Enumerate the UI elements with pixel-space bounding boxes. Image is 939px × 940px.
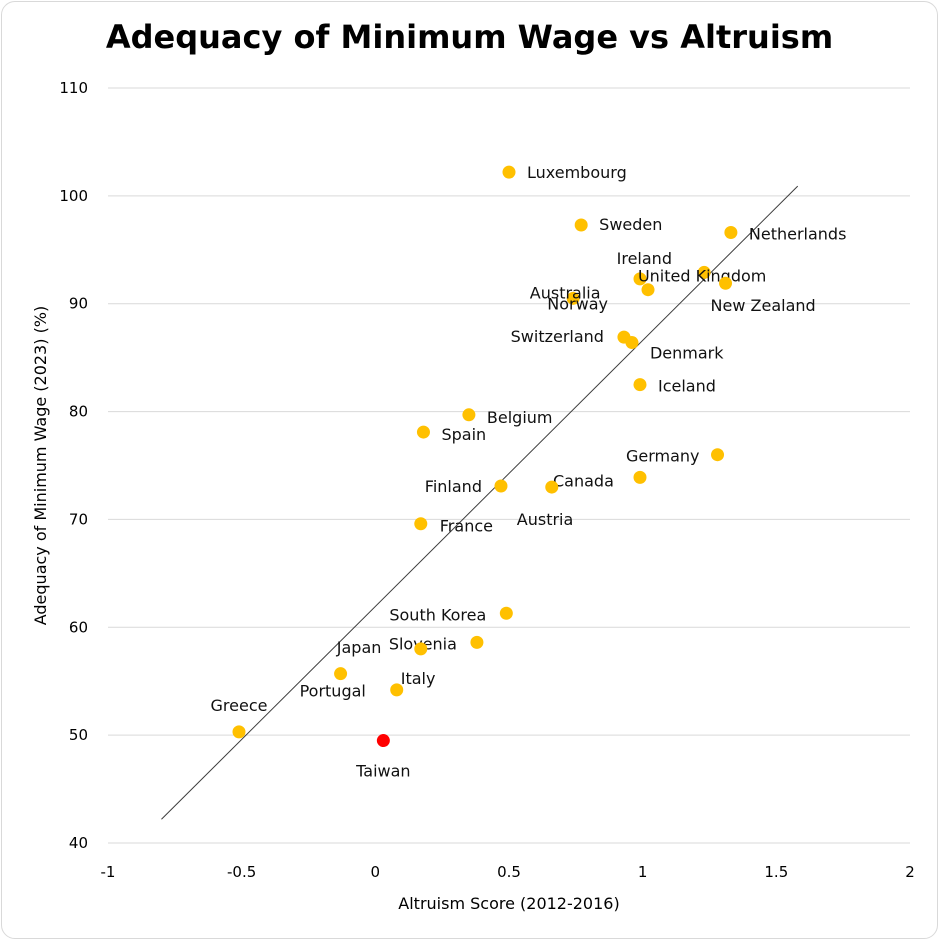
- point-norway: [641, 283, 655, 297]
- point-iceland: [633, 378, 647, 392]
- y-tick-label: 80: [69, 403, 88, 421]
- point-label-united-kingdom: United Kingdom: [638, 266, 766, 285]
- point-greece: [232, 725, 246, 739]
- point-portugal: [334, 667, 348, 681]
- point-label-belgium: Belgium: [487, 408, 553, 427]
- point-germany: [711, 448, 725, 462]
- x-tick-label: 0: [371, 863, 381, 881]
- x-axis-title: Altruism Score (2012-2016): [398, 894, 619, 913]
- point-label-ireland: Ireland: [617, 249, 672, 268]
- point-new-zealand: [719, 276, 733, 290]
- point-label-portugal: Portugal: [300, 682, 366, 701]
- point-austria: [545, 480, 559, 494]
- y-tick-label: 90: [69, 295, 88, 313]
- point-luxembourg: [502, 165, 516, 179]
- y-tick-label: 50: [69, 726, 88, 744]
- point-label-greece: Greece: [211, 696, 268, 715]
- point-belgium: [462, 408, 476, 422]
- point-label-germany: Germany: [626, 447, 700, 466]
- point-label-spain: Spain: [441, 425, 486, 444]
- point-label-italy: Italy: [401, 669, 436, 688]
- point-sweden: [574, 218, 588, 232]
- x-tick-label: 0.5: [497, 863, 521, 881]
- point-label-taiwan: Taiwan: [355, 762, 410, 781]
- point-taiwan: [376, 734, 390, 748]
- point-france: [414, 517, 428, 531]
- point-label-south-korea: South Korea: [389, 605, 486, 624]
- point-label-japan: Japan: [336, 638, 382, 657]
- x-tick-label: 1.5: [764, 863, 788, 881]
- point-canada: [633, 470, 647, 484]
- point-label-switzerland: Switzerland: [511, 327, 604, 346]
- y-tick-label: 40: [69, 834, 88, 852]
- y-axis-title: Adequacy of Minimum Wage (2023) (%): [31, 306, 50, 626]
- point-ireland: [633, 272, 647, 286]
- point-australia: [566, 291, 580, 305]
- point-label-australia: Australia: [530, 283, 601, 302]
- point-label-luxembourg: Luxembourg: [527, 163, 627, 182]
- point-label-canada: Canada: [553, 471, 614, 490]
- point-label-denmark: Denmark: [650, 344, 724, 363]
- point-finland: [494, 479, 508, 493]
- point-spain: [416, 425, 430, 439]
- point-label-austria: Austria: [517, 510, 574, 529]
- point-japan: [414, 642, 428, 656]
- point-denmark: [625, 336, 639, 350]
- y-tick-label: 60: [69, 618, 88, 636]
- y-tick-label: 70: [69, 510, 88, 528]
- x-tick-label: 1: [638, 863, 648, 881]
- chart-title: Adequacy of Minimum Wage vs Altruism: [105, 18, 834, 56]
- trendline: [161, 185, 799, 820]
- point-label-netherlands: Netherlands: [749, 225, 847, 244]
- x-tick-label: -0.5: [227, 863, 256, 881]
- point-united-kingdom: [697, 265, 711, 279]
- point-label-finland: Finland: [425, 477, 482, 496]
- y-tick-label: 110: [59, 79, 88, 97]
- point-south-korea: [499, 606, 513, 620]
- point-label-norway: Norway: [547, 295, 608, 314]
- point-label-new-zealand: New Zealand: [711, 296, 816, 315]
- point-slovenia: [470, 635, 484, 649]
- x-tick-label: -1: [101, 863, 116, 881]
- x-tick-label: 2: [905, 863, 915, 881]
- point-netherlands: [724, 226, 738, 240]
- y-tick-label: 100: [59, 187, 88, 205]
- point-label-iceland: Iceland: [658, 377, 716, 396]
- point-italy: [390, 683, 404, 697]
- point-label-sweden: Sweden: [599, 215, 662, 234]
- point-label-france: France: [440, 517, 493, 536]
